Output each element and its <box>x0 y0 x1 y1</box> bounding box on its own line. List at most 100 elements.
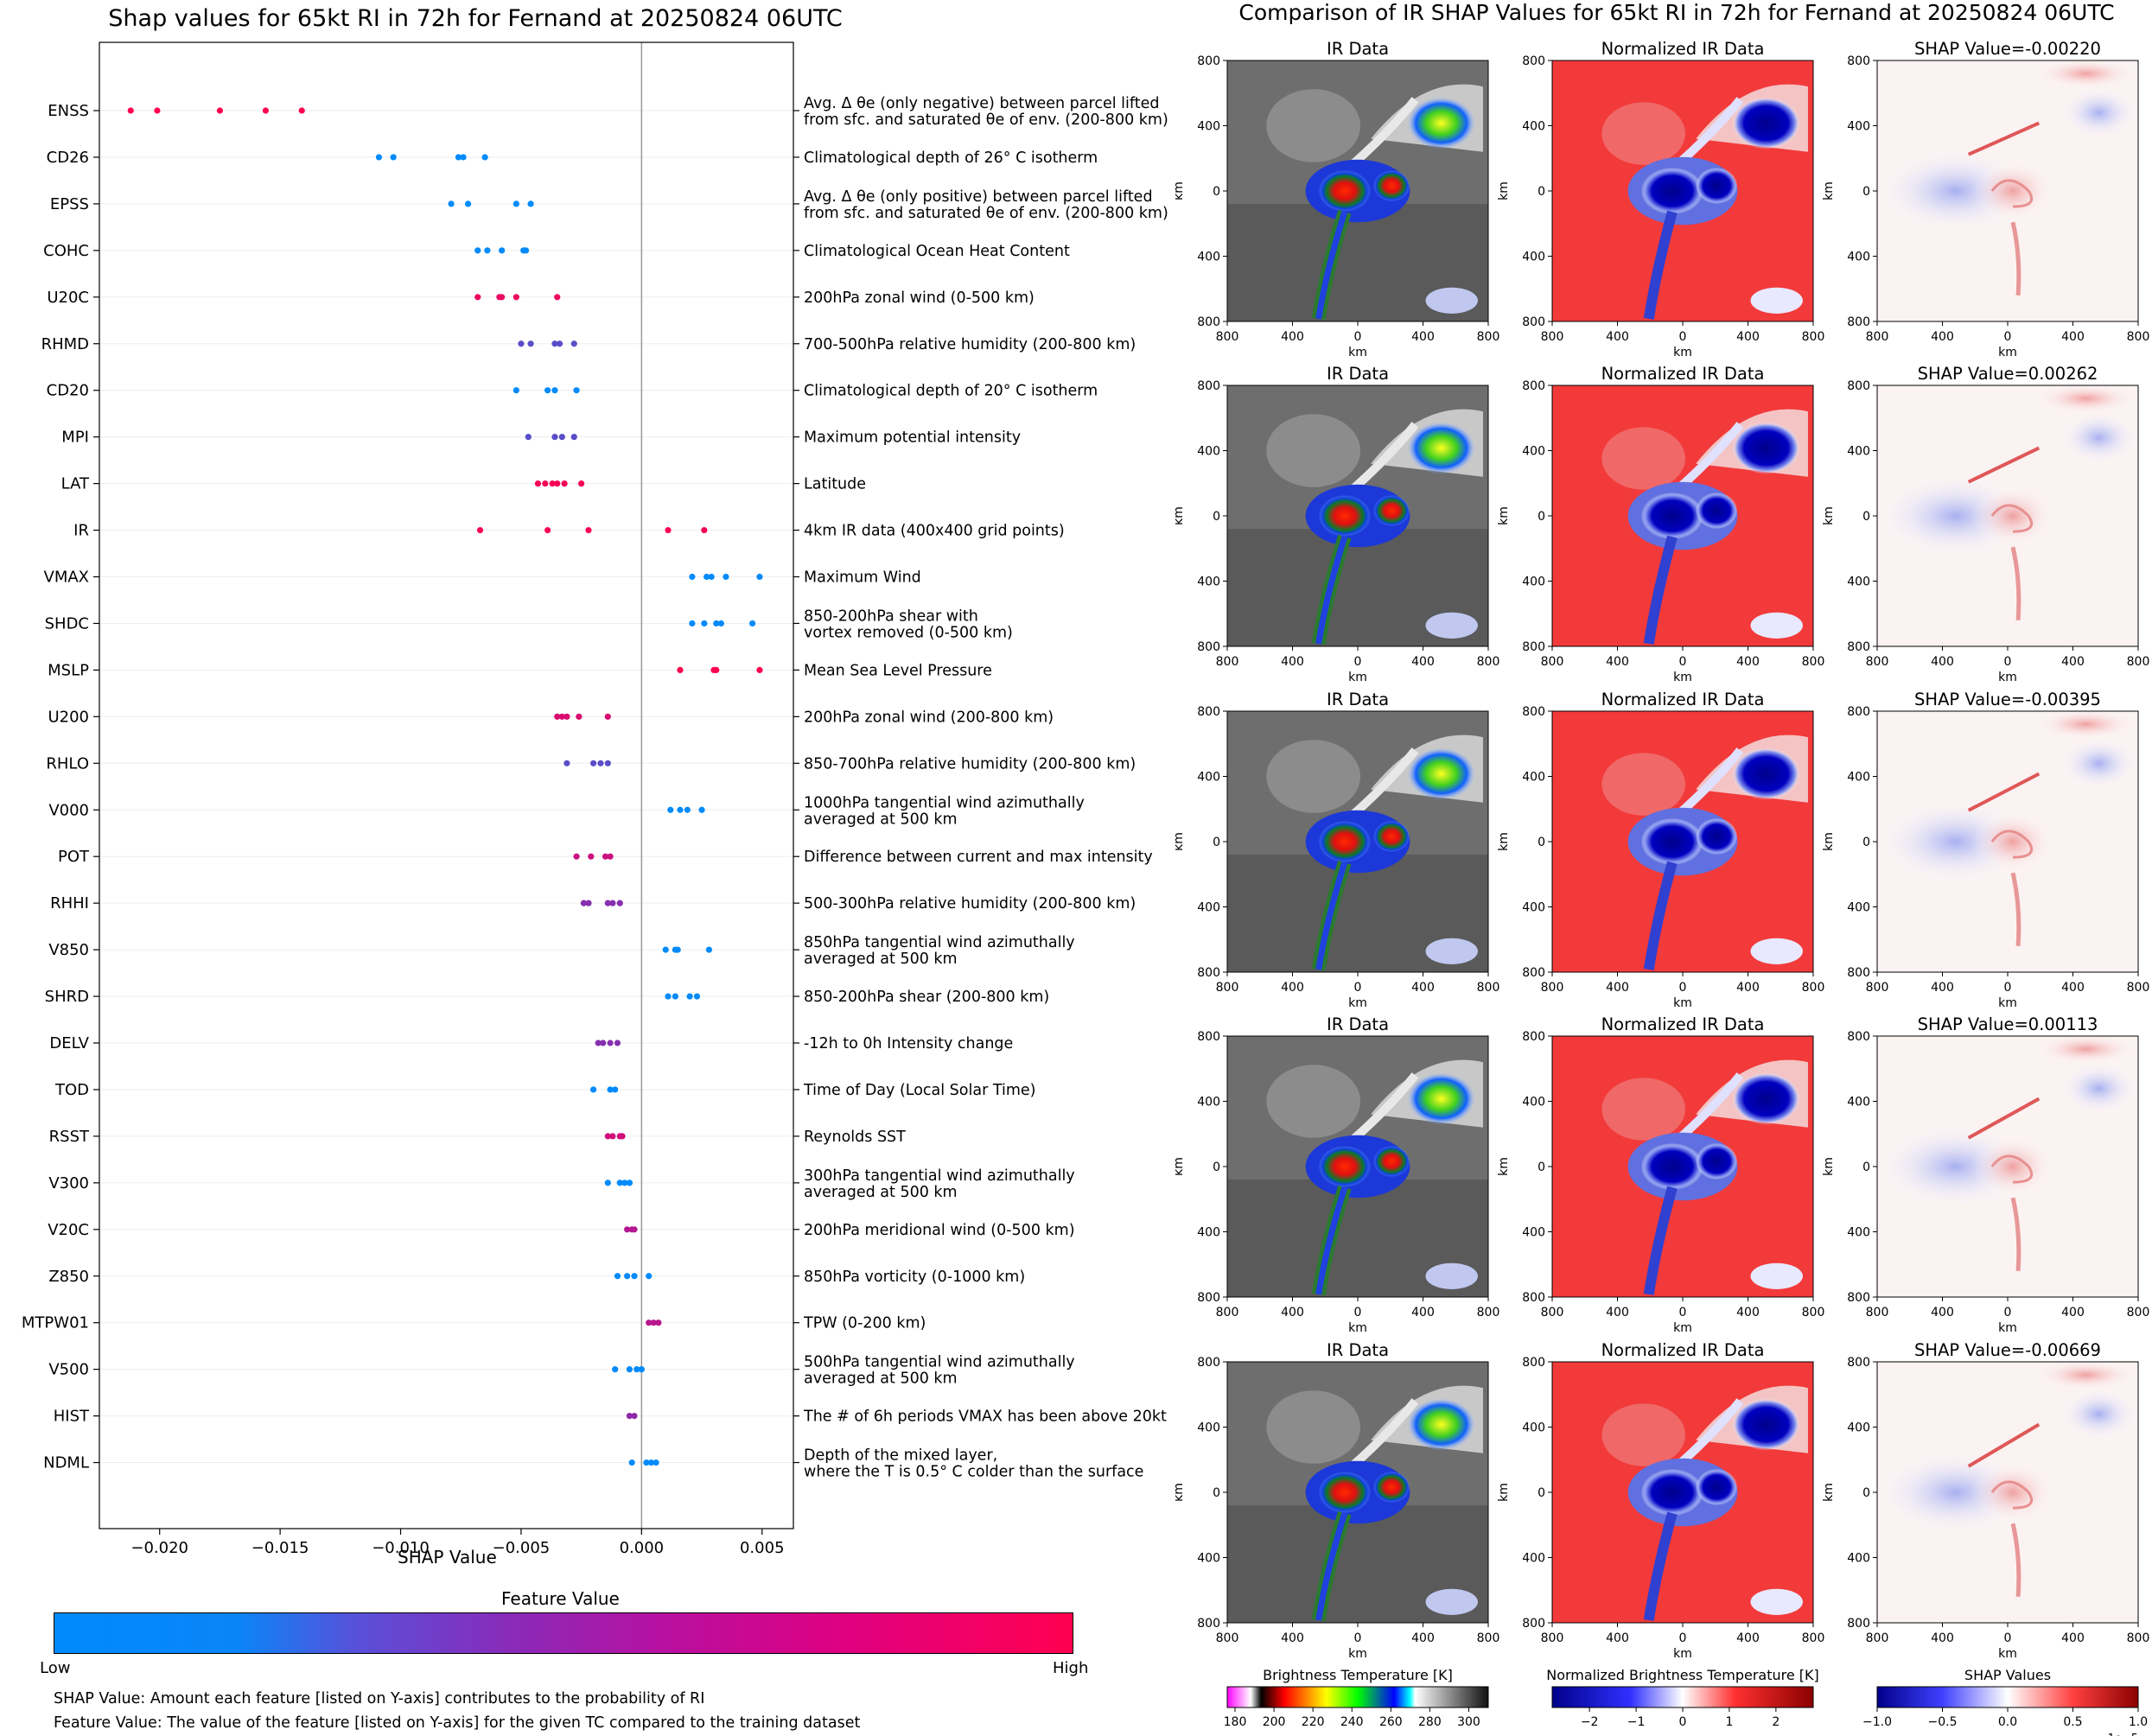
feature-description: 500hPa tangential wind azimuthally <box>804 1354 1075 1371</box>
shap-point <box>650 1319 657 1326</box>
shap-point <box>544 387 551 394</box>
map-y-tick-label: 400 <box>1847 1552 1870 1566</box>
map-x-tick-label: 800 <box>2127 981 2150 995</box>
map-y-tick-label: 800 <box>1847 1617 1870 1631</box>
shap-point <box>573 853 580 860</box>
colorbar-offset-label: 1e−5 <box>2108 1733 2138 1736</box>
shap-point <box>604 1133 611 1140</box>
panel-title: Normalized IR Data <box>1601 364 1765 384</box>
shap-point <box>624 1226 631 1233</box>
map-y-tick-label: 800 <box>1197 1617 1220 1631</box>
map-y-label: km <box>1175 1157 1186 1176</box>
shap-value-title: SHAP Value=0.00113 <box>1918 1014 2098 1034</box>
feature-description: Mean Sea Level Pressure <box>804 662 992 679</box>
map-x-tick-label: 800 <box>1216 330 1239 344</box>
map-y-tick-label: 800 <box>1522 1291 1545 1305</box>
shap-point <box>708 573 715 581</box>
feature-description: 1000hPa tangential wind azimuthally <box>804 794 1085 811</box>
ir-image <box>1227 385 1488 646</box>
map-x-tick-label: 800 <box>1802 330 1825 344</box>
panel-title: IR Data <box>1327 1014 1389 1034</box>
feature-description: Avg. Δ θe (only negative) between parcel… <box>804 95 1159 112</box>
map-y-tick-label: 800 <box>1197 379 1220 393</box>
map-y-tick-label: 800 <box>1197 966 1220 980</box>
colorbar-tick-label: −0.5 <box>1928 1715 1958 1729</box>
colorbar-tick-label: 0.5 <box>2063 1715 2082 1729</box>
map-x-tick-label: 400 <box>1931 981 1954 995</box>
shap-point <box>513 200 519 207</box>
shap-point <box>607 1086 614 1093</box>
map-x-tick-label: 800 <box>1477 981 1500 995</box>
map-y-tick-label: 0 <box>1862 1486 1870 1500</box>
map-x-tick-label: 800 <box>1802 981 1825 995</box>
map-y-label: km <box>1822 1157 1836 1176</box>
map-y-tick-label: 0 <box>1213 1161 1220 1174</box>
feature-description: Climatological Ocean Heat Content <box>804 243 1070 260</box>
shap-point <box>616 900 623 906</box>
feature-label: Z850 <box>48 1268 89 1286</box>
map-y-tick-label: 800 <box>1522 1030 1545 1044</box>
map-y-tick-label: 800 <box>1522 966 1545 980</box>
shap-point <box>448 200 455 207</box>
map-y-tick-label: 400 <box>1847 901 1870 915</box>
shap-point <box>717 620 724 627</box>
x-axis-label: SHAP Value <box>398 1547 497 1567</box>
feature-label: EPSS <box>50 195 89 213</box>
map-y-tick-label: 800 <box>1847 1356 1870 1370</box>
map-y-tick-label: 400 <box>1522 771 1545 785</box>
map-y-tick-label: 0 <box>1862 510 1870 524</box>
feature-label: CD26 <box>47 149 89 167</box>
shap-point <box>474 247 481 254</box>
map-x-label: km <box>1348 1647 1367 1661</box>
feature-description: Maximum Wind <box>804 569 921 587</box>
feature-label: MPI <box>61 429 89 447</box>
feature-description: from sfc. and saturated θe of env. (200-… <box>804 111 1168 129</box>
shap-point <box>595 1040 602 1046</box>
map-x-tick-label: 800 <box>2127 1631 2150 1645</box>
ir-image <box>1227 60 1488 321</box>
map-x-tick-label: 400 <box>1736 330 1760 344</box>
shap-point <box>542 480 549 487</box>
feature-description: 200hPa zonal wind (0-500 km) <box>804 289 1035 307</box>
map-y-tick-label: 800 <box>1522 705 1545 719</box>
map-x-tick-label: 400 <box>2061 330 2085 344</box>
feature-description: vortex removed (0-500 km) <box>804 624 1013 641</box>
feature-description: Time of Day (Local Solar Time) <box>803 1082 1036 1099</box>
shap-point <box>723 573 729 581</box>
shap-point <box>646 1319 653 1326</box>
x-tick-label: 0.000 <box>620 1539 665 1557</box>
shap-point <box>631 1226 638 1233</box>
map-x-tick-label: 0 <box>1354 1306 1362 1319</box>
map-y-tick-label: 0 <box>1213 185 1220 199</box>
plot-layer: −0.020 −0.015 −0.010 −0.005 0.000 0.005 ENSS Av… <box>22 41 1168 1557</box>
map-y-tick-label: 0 <box>1538 1486 1545 1500</box>
normalized-ir-image <box>1552 385 1813 646</box>
colorbar-low-label: Low <box>40 1659 71 1677</box>
shap-point <box>561 480 568 487</box>
ir-image <box>1227 711 1488 972</box>
feature-label: U20C <box>47 289 89 307</box>
map-y-tick-label: 800 <box>1847 705 1870 719</box>
shap-point <box>154 107 161 114</box>
map-x-tick-label: 400 <box>1281 330 1304 344</box>
feature-label: V20C <box>48 1221 89 1239</box>
map-y-tick-label: 800 <box>1522 315 1545 329</box>
shap-point <box>464 200 472 207</box>
colorbar-tick-label: 180 <box>1224 1715 1247 1729</box>
shap-point <box>513 294 519 301</box>
map-y-label: km <box>1497 181 1511 200</box>
shap-point <box>701 526 708 534</box>
feature-description: 4km IR data (400x400 grid points) <box>804 523 1065 540</box>
panel-title: Normalized IR Data <box>1601 39 1765 59</box>
map-x-tick-label: 800 <box>1866 655 1889 669</box>
map-x-label: km <box>1998 1321 2017 1335</box>
map-y-label: km <box>1175 832 1186 851</box>
feature-label: SHDC <box>45 614 89 633</box>
shap-point <box>698 806 705 813</box>
map-y-tick-label: 0 <box>1213 1486 1220 1500</box>
map-y-label: km <box>1497 1483 1511 1502</box>
panel-title: IR Data <box>1327 39 1389 59</box>
shap-point <box>634 1366 640 1373</box>
map-x-tick-label: 0 <box>1354 981 1362 995</box>
map-x-tick-label: 400 <box>2061 1631 2085 1645</box>
